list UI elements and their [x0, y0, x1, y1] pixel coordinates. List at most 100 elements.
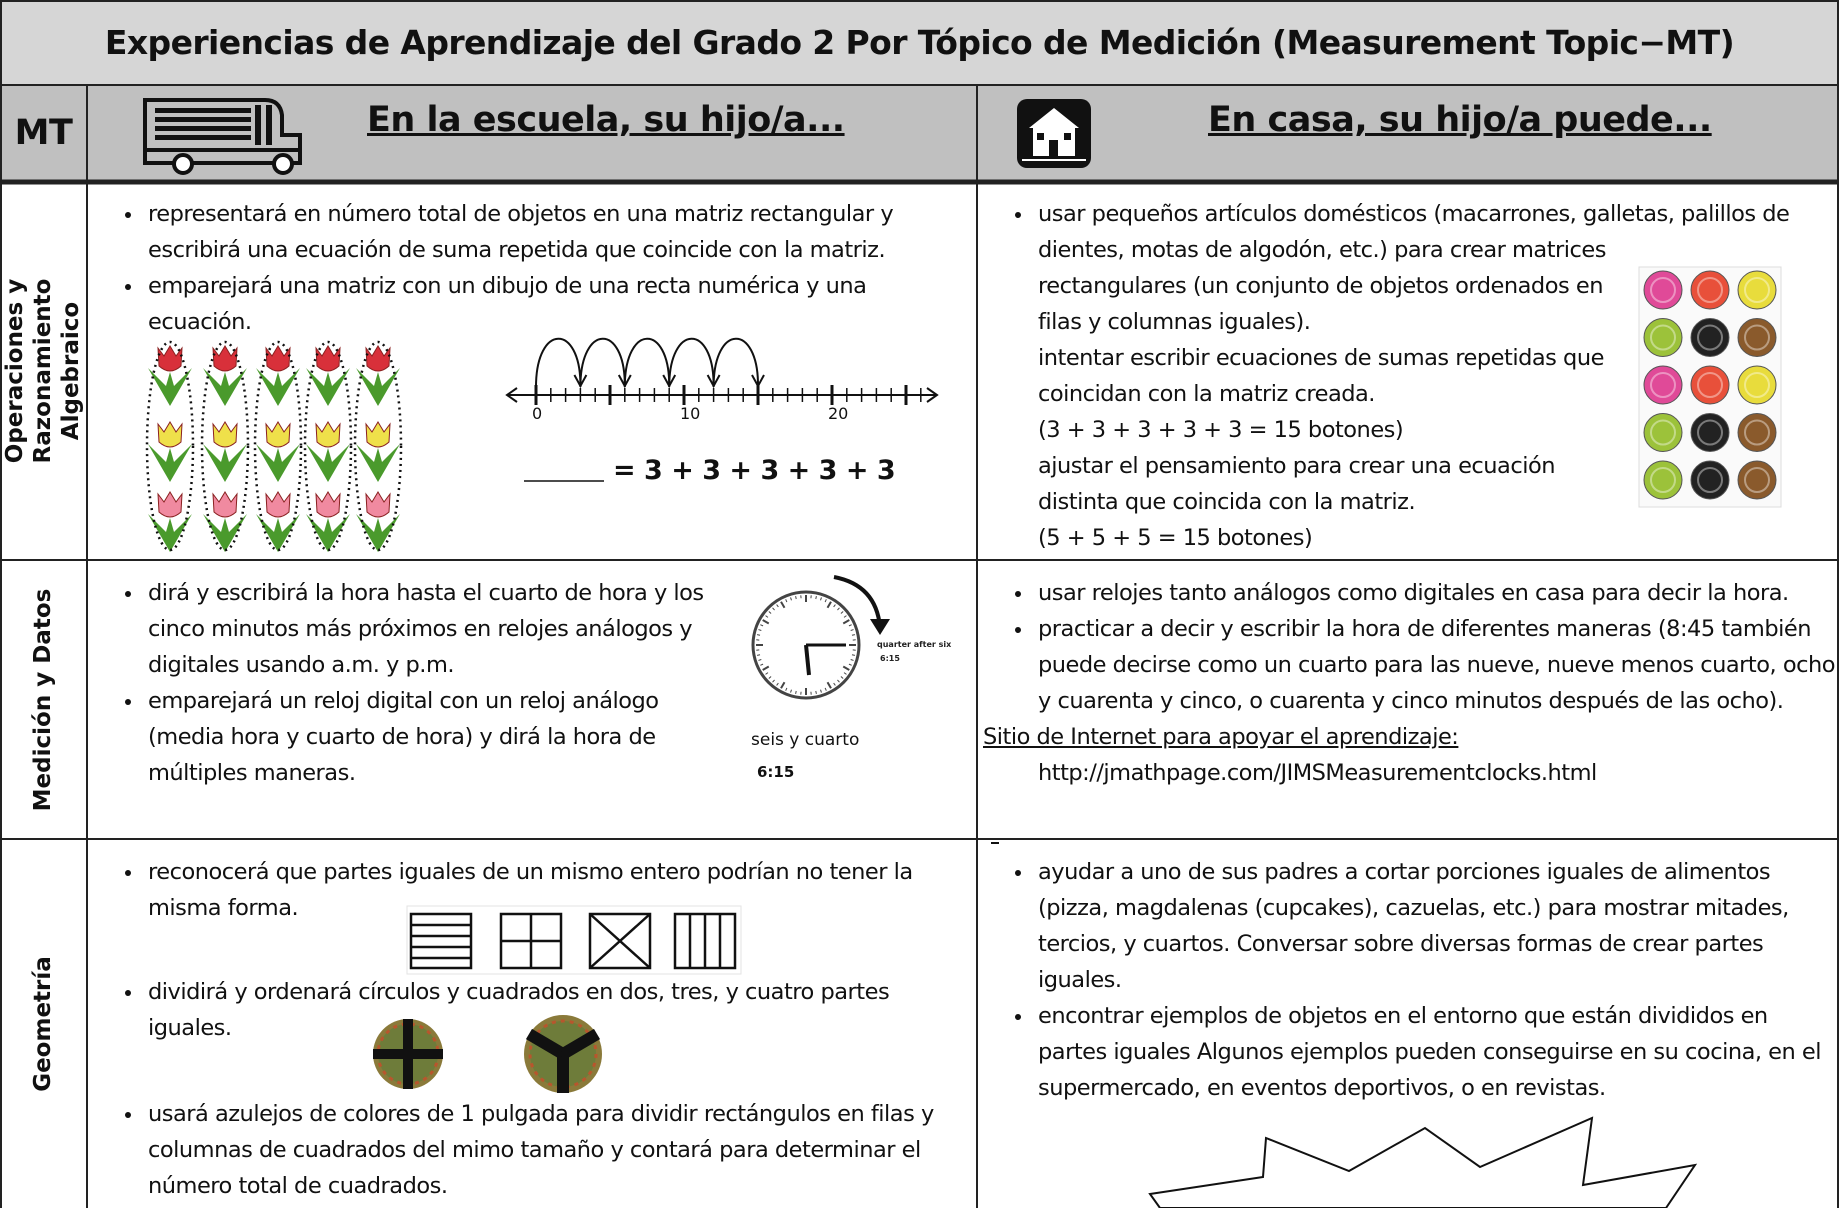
school-cell: dirá y escribirá la hora hasta el cuarto…	[87, 575, 737, 791]
tulip-bloom	[157, 491, 183, 518]
clock-tick	[780, 601, 786, 609]
topic-label: Operaciones y Razonamiento Algebraico	[2, 278, 84, 464]
button-rim	[1697, 324, 1723, 351]
clock-tick	[815, 595, 817, 600]
home-note: ajustar el pensamiento para crear una ec…	[1038, 453, 1555, 515]
home-item: usar pequeños artículos domésticos (maca…	[1034, 196, 1835, 340]
clock-tick	[840, 611, 844, 614]
button-rim	[1697, 277, 1723, 303]
column-loop	[253, 340, 303, 552]
clock-tick	[826, 601, 832, 609]
tulip-bloom	[212, 421, 238, 448]
clock-tick	[772, 679, 775, 683]
clock-tick	[837, 607, 840, 611]
button	[1737, 318, 1777, 357]
clock-tick	[833, 682, 836, 686]
button	[1737, 270, 1777, 310]
tulip-bloom	[365, 345, 391, 372]
clock-tick	[785, 599, 788, 603]
tulip-leaves	[356, 514, 400, 552]
clock-tick	[843, 615, 847, 618]
tulip-leaves	[306, 514, 350, 552]
column-loop	[303, 340, 353, 552]
button-array	[1638, 266, 1782, 508]
home-list: usar relojes tanto análogos como digital…	[977, 575, 1836, 719]
home-item: encontrar ejemplos de objetos en el ento…	[1034, 998, 1835, 1106]
school-item: reconocerá que partes iguales de un mism…	[144, 854, 973, 926]
title-band	[0, 0, 1839, 85]
clock-tick	[776, 682, 779, 686]
clock-tick	[820, 597, 822, 601]
home-cell: usar relojes tanto análogos como digital…	[977, 575, 1836, 844]
school-list: reconocerá que partes iguales de un mism…	[87, 854, 973, 1204]
clock-tick	[815, 690, 817, 695]
home-cell: ayudar a uno de sus padres a cortar porc…	[977, 854, 1835, 1106]
tulip-leaves	[256, 514, 300, 552]
clock-tick	[848, 624, 852, 627]
number-line: 0 10 20	[505, 337, 939, 423]
button-rim	[1650, 467, 1676, 493]
tulip-bloom	[365, 491, 391, 518]
home-cell: usar pequeños artículos domésticos (maca…	[977, 196, 1835, 556]
button	[1690, 413, 1730, 452]
button	[1643, 270, 1683, 310]
number-label: 10	[680, 404, 700, 423]
clock-tick	[820, 689, 822, 693]
button-rim	[1744, 467, 1770, 493]
clock-tick	[790, 689, 792, 693]
fraction-squares	[406, 905, 742, 975]
school-item: emparejará un reloj digital con un reloj…	[144, 683, 737, 791]
number-label: 20	[828, 404, 848, 423]
button-rim	[1744, 277, 1770, 303]
button	[1643, 413, 1683, 452]
jump-arc	[623, 337, 671, 388]
button-rim	[1650, 324, 1676, 351]
bus-icon	[143, 98, 302, 175]
tulip-bloom	[212, 345, 238, 372]
tulip-bloom	[315, 345, 341, 372]
tulip-bloom	[265, 491, 291, 518]
column-loop	[145, 340, 195, 552]
header-band	[0, 85, 1839, 182]
equation: = 3 + 3 + 3 + 3 + 3	[613, 455, 896, 486]
school-cell: reconocerá que partes iguales de un mism…	[87, 854, 973, 1204]
tulip-bloom	[265, 345, 291, 372]
button-rim	[1744, 324, 1770, 351]
clock-tick	[842, 619, 850, 625]
tulip-leaves	[306, 444, 350, 482]
jump-arrow	[751, 374, 765, 389]
clock-tick	[776, 604, 779, 608]
tulip-bloom	[315, 491, 341, 518]
button-rim	[1697, 419, 1723, 446]
tulip-bloom	[315, 421, 341, 448]
dash-marker	[991, 842, 999, 844]
tulip-leaves	[203, 514, 247, 552]
clock-caption: quarter after six	[877, 640, 952, 649]
jump-arc	[712, 337, 759, 388]
school-item: usará azulejos de colores de 1 pulgada p…	[144, 1096, 973, 1204]
button-rim	[1744, 372, 1770, 398]
school-item: representará en número total de objetos …	[144, 196, 973, 268]
button-rim	[1650, 372, 1676, 398]
tulip-leaves	[256, 444, 300, 482]
home-list: usar pequeños artículos domésticos (maca…	[977, 196, 1835, 340]
button-rim	[1697, 372, 1723, 398]
clock-tick	[762, 619, 770, 625]
clock-tick	[824, 599, 827, 603]
clock-tick	[840, 676, 844, 679]
button	[1737, 460, 1777, 500]
jump-arc	[535, 337, 582, 388]
tulip-leaves	[256, 368, 300, 406]
topic-label: Medición y Datos	[30, 588, 56, 812]
clock-tick	[760, 663, 764, 666]
pizza-thirds	[524, 1015, 602, 1093]
home-item: practicar a decir y escribir la hora de …	[1034, 611, 1836, 719]
clock-tick	[837, 679, 840, 683]
clock-tick	[785, 687, 788, 691]
button	[1643, 460, 1683, 500]
clock-tick	[851, 654, 856, 656]
tulip-array	[145, 340, 403, 552]
clock-label: seis y cuarto	[751, 730, 860, 750]
starburst	[1148, 1116, 1698, 1208]
